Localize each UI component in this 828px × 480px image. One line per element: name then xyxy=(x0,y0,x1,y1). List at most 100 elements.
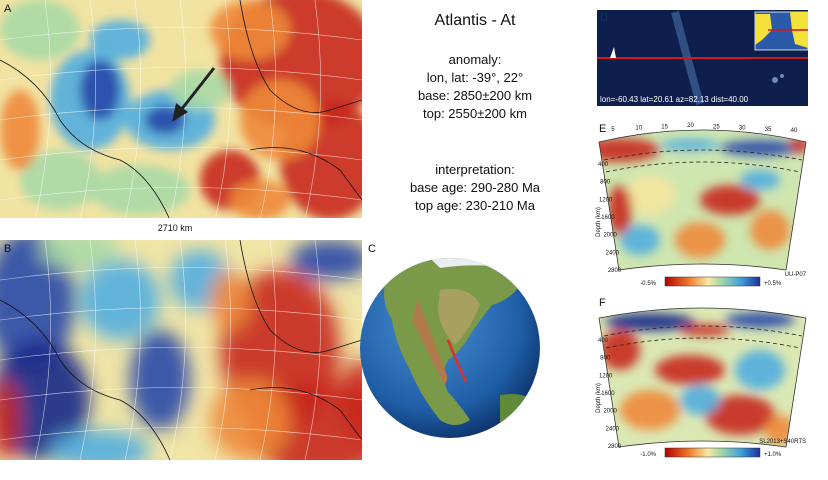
depth-tick-label: 2400 xyxy=(606,250,620,256)
anomaly xyxy=(600,330,640,370)
graticule xyxy=(0,147,362,161)
anomaly xyxy=(605,313,695,331)
anomaly xyxy=(0,240,75,370)
graticule xyxy=(214,240,231,460)
depth-tick-label: 2400 xyxy=(606,426,620,432)
map-a xyxy=(0,0,362,218)
depth-tick-label: 2000 xyxy=(603,233,617,239)
scale-max: +1.0% xyxy=(764,452,782,458)
graticule xyxy=(34,240,51,460)
graticule xyxy=(79,240,96,460)
depth-contour xyxy=(603,325,803,337)
graticule xyxy=(0,267,362,281)
graticule xyxy=(169,240,186,460)
anomaly xyxy=(40,240,120,270)
colorbar xyxy=(664,276,761,287)
graticule xyxy=(0,427,362,441)
anomaly xyxy=(170,70,230,110)
graticule xyxy=(304,240,321,460)
anomaly xyxy=(340,360,362,440)
anomaly-line: base: 2850±200 km xyxy=(418,88,532,103)
graticule xyxy=(260,0,276,218)
plains xyxy=(438,289,480,345)
depth-tick-label: 1200 xyxy=(599,197,613,203)
island xyxy=(772,77,778,83)
model-name: SL2013+S40RTS xyxy=(759,439,806,445)
depth-tick-label: 2800 xyxy=(608,268,622,274)
graticule xyxy=(305,0,321,218)
anomaly xyxy=(210,380,290,460)
anomaly-field xyxy=(0,0,362,218)
graticule xyxy=(259,240,276,460)
coastline xyxy=(239,240,362,353)
anomaly xyxy=(620,390,680,430)
anomaly xyxy=(750,210,790,250)
interpretation-line: top age: 230-210 Ma xyxy=(415,198,536,213)
coastline xyxy=(0,59,170,218)
depth-tick-label: 2000 xyxy=(603,409,617,415)
anomaly xyxy=(0,380,20,460)
graticule xyxy=(124,240,141,460)
panel-d xyxy=(597,10,809,106)
section-outline xyxy=(598,129,807,271)
distance-tick-label: 5 xyxy=(611,127,615,133)
mountains xyxy=(412,300,448,385)
anomaly xyxy=(50,430,150,460)
graticule xyxy=(125,0,141,218)
distance-tick-label: 30 xyxy=(739,126,746,132)
scale-min: -1.0% xyxy=(640,452,656,458)
scale-min: -0.5% xyxy=(640,281,656,287)
south-america xyxy=(500,394,540,438)
depth-axis-label: Depth (km) xyxy=(596,383,602,413)
panel-label: A xyxy=(4,3,12,15)
distance-tick-label: 40 xyxy=(791,128,798,134)
anomaly xyxy=(660,139,720,151)
panel-label: C xyxy=(368,243,376,255)
anomaly-heading: anomaly: xyxy=(449,52,502,67)
coastline xyxy=(249,387,362,441)
coastline xyxy=(249,147,362,201)
island xyxy=(780,74,784,78)
anomaly xyxy=(705,395,775,435)
section-caption: lon=-60.43 lat=20.61 az=82.13 dist=40.00 xyxy=(600,95,749,104)
panel-label: F xyxy=(599,297,606,309)
anomaly xyxy=(240,80,320,160)
anomaly xyxy=(0,0,80,60)
depth-axis-label: Depth (km) xyxy=(596,207,602,237)
anomaly xyxy=(90,20,150,60)
distance-tick-label: 10 xyxy=(635,126,642,132)
marker xyxy=(610,47,616,58)
depth-tick-label: 1200 xyxy=(599,373,613,379)
anomaly xyxy=(740,170,780,190)
depth-tick-label: 800 xyxy=(600,356,611,362)
anomaly xyxy=(735,350,785,390)
anomaly xyxy=(655,355,725,385)
anomaly xyxy=(230,180,290,218)
depth-contour xyxy=(605,161,801,173)
anomaly xyxy=(0,90,40,170)
anomaly-field xyxy=(600,312,795,445)
graticule xyxy=(0,187,362,201)
distance-tick-label: 25 xyxy=(713,124,720,130)
anomaly xyxy=(80,60,120,120)
model-name: UU-P07 xyxy=(785,272,807,278)
anomaly-line: lon, lat: -39°, 22° xyxy=(427,70,523,85)
depth-tick-label: 2800 xyxy=(608,444,622,450)
coastline xyxy=(239,0,362,113)
panel-label: D xyxy=(600,12,608,24)
distance-tick-label: 35 xyxy=(765,127,772,133)
graticule xyxy=(80,0,96,218)
slab-line xyxy=(446,339,468,383)
graticule xyxy=(0,67,362,81)
scale-max: +0.5% xyxy=(764,281,782,287)
graticule xyxy=(0,387,362,401)
anomaly xyxy=(625,175,675,215)
panel-label: B xyxy=(4,243,11,255)
anomaly xyxy=(80,260,160,340)
graticule xyxy=(35,0,51,218)
arrowhead xyxy=(172,103,188,122)
interpretation-heading: interpretation: xyxy=(435,162,515,177)
anomaly-line: top: 2550±200 km xyxy=(423,106,527,121)
section-outline xyxy=(598,307,807,448)
